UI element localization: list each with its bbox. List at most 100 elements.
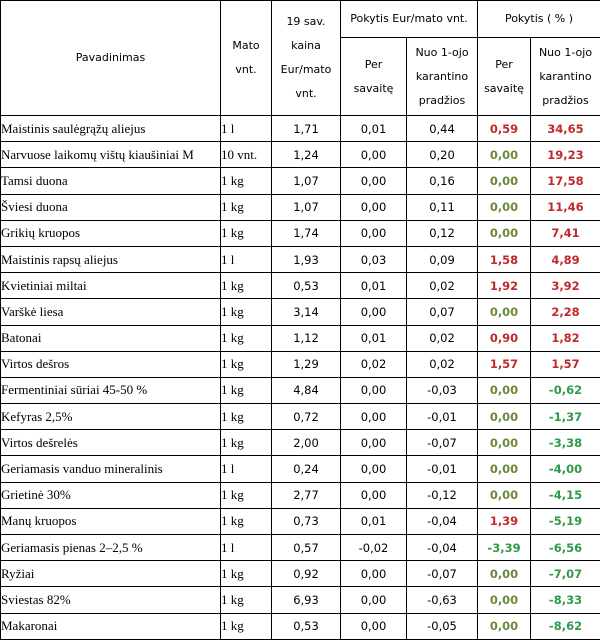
pct-since-start-cell: -4,15 [530,481,600,509]
eur-week-cell: 0,00 [340,219,407,247]
price-cell: 2,77 [271,481,341,509]
price-cell: 1,07 [271,167,341,195]
header-eur-per-week: Per savaitę [340,37,407,116]
unit-cell: 1 kg [220,167,272,195]
product-name: Ryžiai [0,560,221,588]
eur-since-start-cell: -0,63 [406,586,478,614]
unit-cell: 1 kg [220,403,272,431]
table-row: Fermentiniai sūriai 45-50 % 1 kg 4,84 0,00-… [0,376,600,405]
unit-cell: 10 vnt. [220,141,272,169]
eur-since-start-cell: 0,02 [406,350,478,378]
eur-week-cell: 0,00 [340,429,407,457]
pct-week-cell: 0,00 [477,455,531,483]
eur-week-cell: 0,00 [340,376,407,405]
price-cell: 0,72 [271,403,341,431]
table-header: Pavadinimas Mato vnt. 19 sav. kaina Eur/… [0,0,600,116]
eur-since-start-cell: -0,04 [406,533,478,562]
pct-week-cell: 0,00 [477,141,531,169]
eur-week-cell: 0,00 [340,560,407,588]
product-name: Batonai [0,324,221,352]
eur-since-start-cell: -0,04 [406,507,478,536]
price-cell: 2,00 [271,429,341,457]
pct-week-cell: 0,00 [477,403,531,431]
pct-week-cell: 1,58 [477,245,531,274]
unit-cell: 1 kg [220,481,272,509]
product-name: Grietinė 30% [0,481,221,509]
eur-since-start-cell: 0,44 [406,114,478,143]
eur-week-cell: -0,02 [340,533,407,562]
table-row: Maistinis rapsų aliejus 1 l 1,93 0,03 0,09 1,… [0,245,600,274]
pct-since-start-cell: -7,07 [530,560,600,588]
eur-since-start-cell: 0,12 [406,219,478,247]
product-name: Narvuose laikomų vištų kiaušiniai M [0,141,221,169]
eur-week-cell: 0,01 [340,114,407,143]
pct-week-cell: 1,57 [477,350,531,378]
unit-cell: 1 kg [220,193,272,221]
unit-cell: 1 kg [220,376,272,405]
eur-week-cell: 0,01 [340,507,407,536]
pct-week-cell: 0,00 [477,481,531,509]
pct-since-start-cell: -8,62 [530,612,600,640]
unit-cell: 1 kg [220,324,272,352]
pct-since-start-cell: 11,46 [530,193,600,221]
product-name: Geriamasis vanduo mineralinis [0,455,221,483]
pct-week-cell: 0,00 [477,193,531,221]
price-cell: 0,92 [271,560,341,588]
pct-since-start-cell: -5,19 [530,507,600,536]
eur-since-start-cell: 0,02 [406,272,478,300]
price-cell: 0,53 [271,272,341,300]
header-eur-since-quarantine: Nuo 1-ojo karantino pradžios [406,37,478,116]
header-pct-per-week: Per savaitę [477,37,531,116]
pct-since-start-cell: 3,92 [530,272,600,300]
unit-cell: 1 kg [220,586,272,614]
unit-cell: 1 l [220,533,272,562]
eur-week-cell: 0,00 [340,481,407,509]
price-cell: 1,71 [271,114,341,143]
eur-since-start-cell: -0,07 [406,429,478,457]
product-name: Grikių kruopos [0,219,221,247]
unit-cell: 1 kg [220,272,272,300]
product-name: Šviesi duona [0,193,221,221]
product-name: Sviestas 82% [0,586,221,614]
pct-week-cell: 0,00 [477,167,531,195]
pct-week-cell: 0,59 [477,114,531,143]
table-row: Sviestas 82% 1 kg 6,93 0,00 -0,63 0,00 -8,33 [0,586,600,614]
eur-week-cell: 0,00 [340,193,407,221]
price-cell: 4,84 [271,376,341,405]
pct-since-start-cell: 2,28 [530,298,600,326]
pct-since-start-cell: 7,41 [530,219,600,247]
pct-since-start-cell: 34,65 [530,114,600,143]
eur-week-cell: 0,01 [340,272,407,300]
table-row: Kefyras 2,5% 1 kg 0,72 0,00 -0,01 0,00 -1,37 [0,403,600,431]
table-row: Ryžiai 1 kg 0,92 0,00 -0,07 0,00 -7,07 [0,560,600,588]
product-name: Kefyras 2,5% [0,403,221,431]
pct-since-start-cell: 1,82 [530,324,600,352]
price-cell: 1,07 [271,193,341,221]
price-cell: 0,73 [271,507,341,536]
table-row: Manų kruopos 1 kg 0,73 0,01 -0,04 1,39 -5,19 [0,507,600,536]
header-change-eur: Pokytis Eur/mato vnt. [340,0,478,38]
unit-cell: 1 kg [220,219,272,247]
eur-week-cell: 0,00 [340,455,407,483]
product-name: Maistinis saulėgrąžų aliejus [0,114,221,143]
product-name: Tamsi duona [0,167,221,195]
pct-since-start-cell: 19,23 [530,141,600,169]
eur-week-cell: 0,02 [340,350,407,378]
table-row: Narvuose laikomų vištų kiaušiniai M 10 vn… [0,141,600,169]
unit-cell: 1 l [220,455,272,483]
eur-week-cell: 0,00 [340,586,407,614]
product-name: Manų kruopos [0,507,221,536]
pct-week-cell: 1,39 [477,507,531,536]
eur-week-cell: 0,01 [340,324,407,352]
pct-since-start-cell: 1,57 [530,350,600,378]
pct-week-cell: 0,00 [477,612,531,640]
table-row: Varškė liesa 1 kg 3,14 0,00 0,07 0,00 2,28 [0,298,600,326]
unit-cell: 1 l [220,245,272,274]
pct-week-cell: 0,00 [477,298,531,326]
eur-since-start-cell: 0,07 [406,298,478,326]
price-cell: 3,14 [271,298,341,326]
product-name: Varškė liesa [0,298,221,326]
eur-since-start-cell: 0,09 [406,245,478,274]
unit-cell: 1 kg [220,350,272,378]
product-name: Virtos dešrelės [0,429,221,457]
